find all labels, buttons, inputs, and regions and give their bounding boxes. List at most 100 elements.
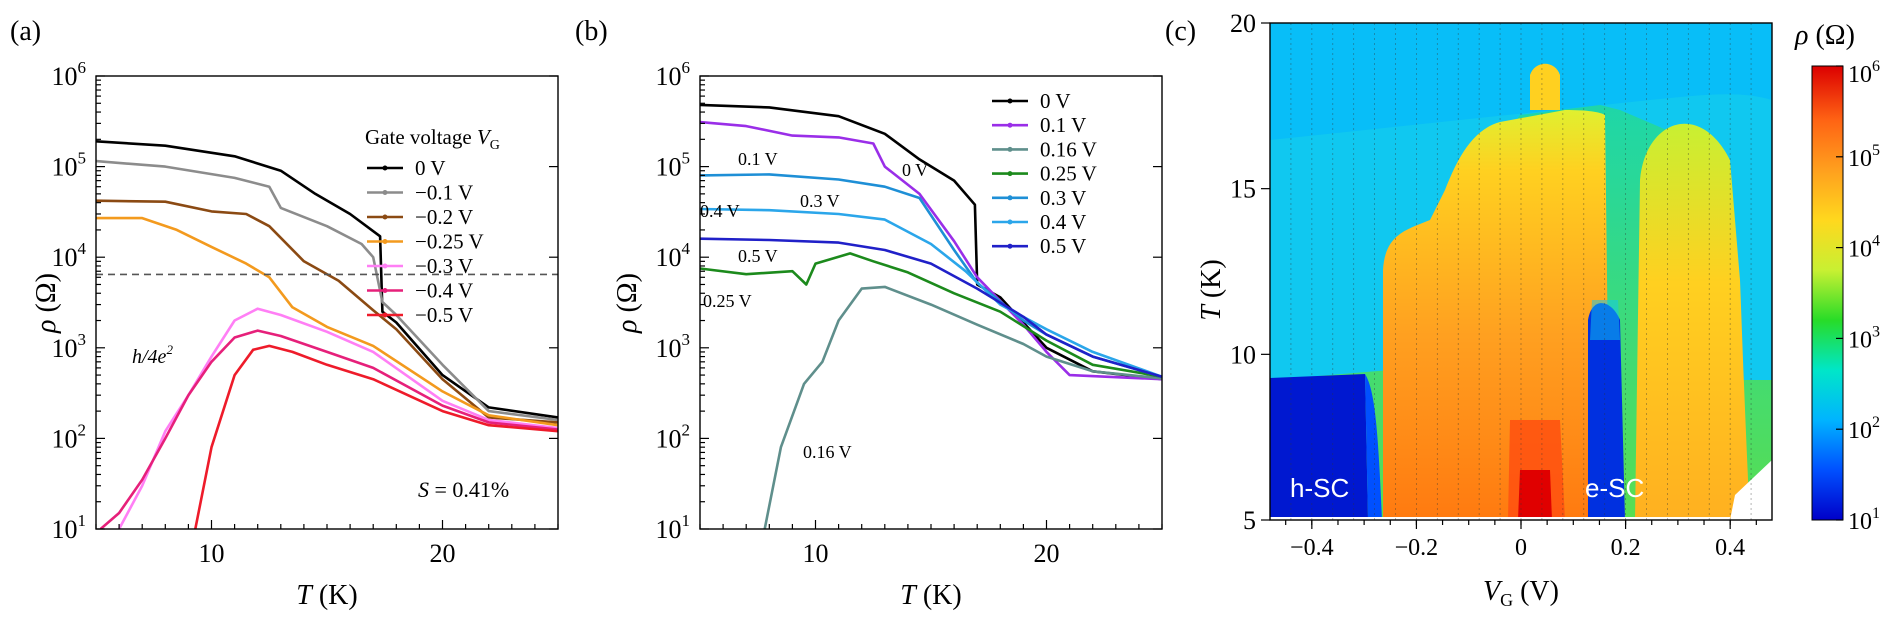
panel-a-legend-label-0.3V: −0.3 V (415, 254, 473, 278)
panel-a-series-0.4V (99, 329, 558, 529)
heatmap-field (1270, 23, 1772, 520)
panel-b-legend-marker-0.16V (1007, 146, 1013, 152)
panel-b-xtick-label: 20 (1034, 539, 1060, 568)
panel-a-legend-label-0V: 0 V (415, 156, 446, 180)
colorbar-tick-label: 104 (1848, 233, 1880, 263)
panel-b-series-0.4V (700, 207, 1162, 378)
curve-label-0.25v: 0.25 V (703, 291, 752, 311)
panel-b-ytick-label: 104 (656, 239, 691, 272)
panel-a-xlabel: T (K) (296, 580, 357, 611)
panel-b-legend-marker-0.4V (1007, 219, 1013, 225)
panel-c-xtick-label: 0 (1515, 535, 1527, 561)
panel-b-legend-label-0.5V: 0.5 V (1040, 234, 1086, 258)
annotation-h-sc: h-SC (1290, 473, 1349, 503)
colorbar-tick-label: 105 (1848, 142, 1880, 172)
annotation-e-sc: e-SC (1585, 473, 1644, 503)
panel-b-series-0.25V (700, 252, 1162, 378)
panel-b-legend-marker-0.1V (1007, 122, 1013, 128)
curve-label-0.3v: 0.3 V (800, 191, 840, 211)
panel-a-ytick-label: 106 (52, 58, 87, 91)
panel-label-b: (b) (575, 16, 608, 47)
panel-b-series-0.3V (700, 173, 1162, 378)
panel-a-xtick-label: 20 (430, 539, 456, 568)
panel-a-legend-label-0.2V: −0.2 V (415, 205, 473, 229)
panel-b-series-0V (700, 103, 1162, 381)
panel-label-c: (c) (1165, 16, 1196, 47)
panel-a-legend-marker-0.2V (382, 214, 388, 220)
panel-a-legend-marker-0V (382, 165, 388, 171)
panel-a-series-0.2V (96, 199, 558, 424)
colorbar-tick-label: 102 (1848, 414, 1880, 444)
panel-b-xtick-label: 10 (803, 539, 829, 568)
panel-b-series-0.5V (700, 237, 1162, 378)
panel-b-legend-label-0.25V: 0.25 V (1040, 162, 1097, 186)
panel-c-heatmap: −0.4 −0.2 0 0.2 0.4 5 10 15 20 h-SC e-SC T (K) V… (1196, 9, 1880, 610)
panel-a-plot: 101 102 103 104 105 106 10 20 ρ (Ω) T (K) Gate … (31, 58, 559, 611)
panel-b-legend-label-0V: 0 V (1040, 89, 1071, 113)
colorbar-tick-label: 106 (1848, 58, 1880, 88)
panel-a-ytick-label: 101 (52, 511, 87, 544)
panel-a-legend-title: Gate voltage VG (365, 125, 500, 153)
panel-a-legend-marker-0.3V (382, 263, 388, 269)
panel-b-series-0.16V (763, 285, 1162, 529)
panel-a-ytick-label: 104 (52, 239, 87, 272)
panel-b-ytick-label: 106 (656, 58, 691, 91)
panel-a-xtick-label: 10 (199, 539, 225, 568)
panel-c-ytick-label: 10 (1230, 340, 1256, 369)
curve-label-0.16v: 0.16 V (803, 442, 852, 462)
panel-a-ytick-label: 102 (52, 420, 87, 453)
panel-b-ytick-label: 105 (656, 149, 691, 182)
panel-c-ytick-label: 20 (1230, 9, 1256, 38)
panel-b-legend-marker-0.25V (1007, 171, 1013, 177)
panel-a-legend-label-0.4V: −0.4 V (415, 279, 473, 303)
panel-a-legend-marker-0.5V (382, 312, 388, 318)
panel-b-legend-label-0.1V: 0.1 V (1040, 113, 1086, 137)
panel-c-xlabel: VG (V) (1483, 576, 1559, 610)
panel-b-legend-marker-0V (1007, 98, 1013, 104)
panel-a-legend-marker-0.1V (382, 190, 388, 195)
panel-c-ylabel: T (K) (1196, 259, 1227, 320)
panel-c-xtick-label: −0.2 (1395, 535, 1439, 561)
panel-a-series-0.3V (117, 307, 558, 529)
panel-a-series-0V (96, 140, 558, 419)
panel-b-ytick-label: 101 (656, 511, 691, 544)
panel-a-legend-label-0.5V: −0.5 V (415, 303, 473, 327)
panel-a-series-0.5V (194, 344, 558, 529)
colorbar-tick-label: 103 (1848, 323, 1880, 353)
panel-b-legend-label-0.4V: 0.4 V (1040, 210, 1086, 234)
panel-label-a: (a) (10, 16, 41, 47)
panel-a-strain-annotation: S = 0.41% (418, 477, 509, 502)
panel-b-ytick-label: 102 (656, 420, 691, 453)
panel-b-legend-marker-0.3V (1007, 195, 1013, 201)
panel-b-legend-label-0.16V: 0.16 V (1040, 137, 1097, 161)
curve-label-0.1v: 0.1 V (738, 149, 778, 169)
panel-b-ytick-label: 103 (656, 330, 691, 363)
panel-a-series-0.1V (96, 159, 558, 422)
panel-a-legend-label-0.1V: −0.1 V (415, 181, 473, 205)
panel-b-ylabel: ρ (Ω) (612, 273, 643, 334)
panel-a-reference-label: h/4e2 (132, 342, 173, 368)
panel-a-ytick-label: 105 (52, 149, 87, 182)
colorbar-tick-label: 101 (1848, 505, 1880, 535)
panel-b-series-0.1V (700, 120, 1162, 381)
panel-a-ytick-label: 103 (52, 330, 87, 363)
colorbar (1811, 65, 1844, 521)
panel-b-legend-label-0.3V: 0.3 V (1040, 186, 1086, 210)
panel-a-legend-marker-0.4V (382, 288, 388, 293)
panel-c-xtick-label: 0.2 (1611, 535, 1641, 561)
panel-a-legend-marker-0.25V (382, 239, 388, 244)
panel-c-xtick-label: 0.4 (1715, 535, 1745, 561)
panel-b-legend-marker-0.5V (1007, 243, 1013, 249)
panel-b-xlabel: T (K) (900, 580, 961, 611)
panel-c-xtick-label: −0.4 (1290, 535, 1334, 561)
panel-a-series-0.25V (96, 216, 558, 427)
panel-a-legend-label-0.25V: −0.25 V (415, 230, 484, 254)
curve-label-0.5v: 0.5 V (738, 246, 778, 266)
panel-c-ytick-label: 5 (1243, 506, 1256, 535)
colorbar-label: ρ (Ω) (1794, 20, 1855, 51)
panel-a-ylabel: ρ (Ω) (31, 273, 62, 334)
curve-label-0v: 0 V (902, 160, 928, 180)
panel-c-ytick-label: 15 (1230, 175, 1256, 204)
